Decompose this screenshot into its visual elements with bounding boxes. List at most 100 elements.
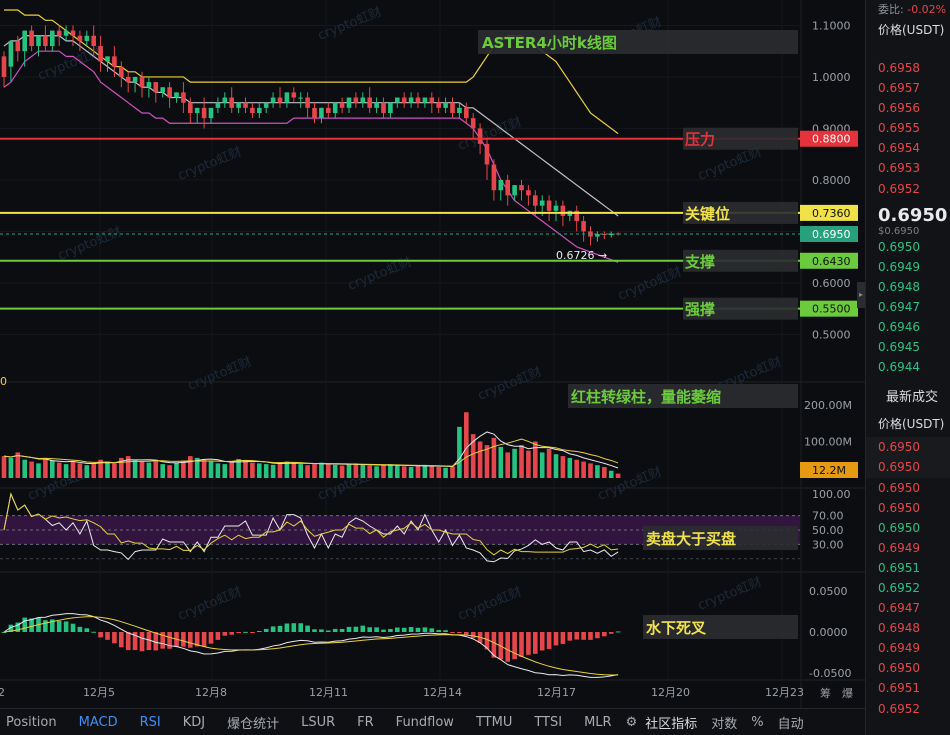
candle[interactable] — [160, 87, 165, 98]
candle[interactable] — [257, 102, 262, 119]
bid-row[interactable]: 0.6947 — [878, 299, 920, 314]
candle[interactable] — [401, 92, 407, 108]
trade-row[interactable]: 0.6950 — [878, 661, 920, 676]
candle[interactable] — [608, 231, 614, 238]
ask-row[interactable]: 0.6952 — [878, 181, 920, 196]
candle[interactable] — [602, 231, 607, 240]
candle[interactable] — [512, 185, 517, 201]
candle[interactable] — [312, 102, 317, 124]
candle[interactable] — [229, 87, 234, 113]
toolbar-option-3[interactable]: 自动 — [777, 716, 804, 732]
candle[interactable] — [319, 107, 324, 124]
candle[interactable] — [595, 231, 600, 242]
candle[interactable] — [291, 87, 297, 103]
candle[interactable] — [505, 174, 510, 206]
trade-row[interactable]: 0.6947 — [878, 601, 920, 616]
candle[interactable] — [470, 112, 476, 139]
candle[interactable] — [188, 97, 193, 124]
indicator-tab-mlr[interactable]: MLR — [584, 714, 612, 730]
candle[interactable] — [194, 107, 200, 124]
ask-row[interactable]: 0.6958 — [878, 61, 920, 75]
candle[interactable] — [70, 25, 76, 47]
candle[interactable] — [125, 71, 131, 93]
candle[interactable] — [84, 30, 90, 47]
candle[interactable] — [174, 92, 179, 103]
candle[interactable] — [15, 35, 21, 62]
candle[interactable] — [270, 92, 276, 108]
candle[interactable] — [443, 97, 448, 113]
candle[interactable] — [8, 40, 14, 83]
candle[interactable] — [546, 195, 552, 222]
candle[interactable] — [574, 205, 579, 232]
ask-row[interactable]: 0.6956 — [878, 101, 920, 116]
candle[interactable] — [77, 30, 83, 52]
candle[interactable] — [98, 35, 103, 72]
indicator-tab-ttmu[interactable]: TTMU — [475, 714, 513, 730]
candle[interactable] — [22, 30, 27, 67]
candle[interactable] — [222, 92, 228, 108]
candle[interactable] — [464, 102, 469, 124]
candle[interactable] — [56, 25, 62, 47]
indicator-tab-position[interactable]: Position — [6, 714, 57, 730]
candle[interactable] — [381, 97, 386, 119]
ask-row[interactable]: 0.6953 — [878, 161, 920, 176]
candle[interactable] — [450, 97, 455, 119]
candle[interactable] — [581, 215, 586, 242]
candle[interactable] — [284, 92, 290, 108]
indicator-tab-lsur[interactable]: LSUR — [301, 714, 336, 730]
candle[interactable] — [132, 76, 138, 93]
candle[interactable] — [1, 51, 7, 88]
candle[interactable] — [408, 92, 414, 108]
bid-row[interactable]: 0.6950 — [878, 239, 920, 254]
candle[interactable] — [119, 61, 124, 88]
candle[interactable] — [498, 179, 504, 201]
candle[interactable] — [250, 102, 255, 119]
candle[interactable] — [236, 102, 241, 113]
candle[interactable] — [374, 97, 379, 113]
indicator-tab-爆仓统计[interactable]: 爆仓统计 — [227, 716, 280, 732]
chart-canvas[interactable]: crypto虹财crypto虹财crypto虹财crypto虹财crypto虹财… — [0, 0, 865, 708]
candle[interactable] — [243, 97, 248, 113]
indicator-tab-rsi[interactable]: RSI — [139, 714, 161, 730]
candle[interactable] — [491, 159, 497, 201]
indicator-tab-kdj[interactable]: KDJ — [182, 714, 206, 730]
toolbar-option-1[interactable]: 对数 — [711, 716, 738, 732]
indicator-tab-fr[interactable]: FR — [357, 714, 374, 730]
candle[interactable] — [367, 87, 372, 113]
candle[interactable] — [112, 46, 117, 77]
candle[interactable] — [533, 190, 538, 216]
candle[interactable] — [332, 102, 338, 119]
candle[interactable] — [201, 97, 207, 129]
candle[interactable] — [277, 87, 283, 108]
candle[interactable] — [484, 138, 490, 180]
candle[interactable] — [91, 25, 96, 57]
bid-row[interactable]: 0.6948 — [878, 279, 920, 294]
candle[interactable] — [553, 200, 559, 222]
settings-gear-icon[interactable]: ⚙ — [625, 714, 638, 730]
indicator-tab-fundflow[interactable]: Fundflow — [395, 714, 454, 730]
candle[interactable] — [298, 92, 303, 108]
candle[interactable] — [36, 35, 41, 57]
panel-collapse-handle[interactable]: ▸ — [857, 282, 865, 308]
candle[interactable] — [422, 97, 428, 108]
candle[interactable] — [526, 185, 531, 206]
ask-row[interactable]: 0.6955 — [878, 121, 920, 136]
toolbar-option-2[interactable]: % — [751, 714, 764, 730]
candle[interactable] — [208, 107, 214, 124]
trade-row[interactable]: 0.6950 — [878, 500, 920, 515]
candle[interactable] — [50, 30, 55, 52]
candle[interactable] — [388, 102, 393, 119]
candle[interactable] — [29, 25, 34, 52]
indicator-tab-ttsi[interactable]: TTSI — [534, 714, 563, 730]
ask-row[interactable]: 0.6957 — [878, 81, 920, 96]
trade-row[interactable]: 0.6951 — [878, 681, 920, 696]
toolbar-option-0[interactable]: 社区指标 — [645, 716, 698, 732]
ask-row[interactable]: 0.6954 — [878, 141, 920, 156]
candle[interactable] — [353, 92, 359, 108]
trade-row[interactable]: 0.6950 — [878, 480, 920, 495]
recent-trades-tab[interactable]: 最新成交 — [886, 390, 939, 406]
candle[interactable] — [63, 25, 69, 41]
candle[interactable] — [326, 102, 331, 119]
trade-row[interactable]: 0.6950 — [866, 457, 950, 478]
candle[interactable] — [263, 102, 269, 113]
